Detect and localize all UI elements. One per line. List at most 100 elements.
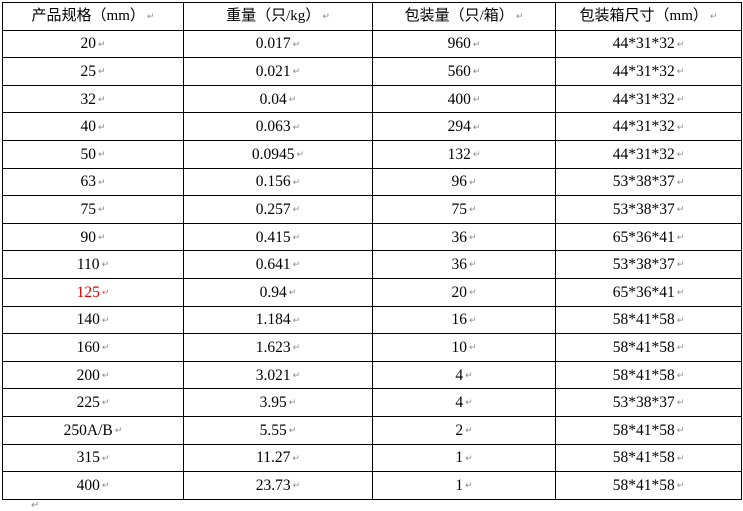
paragraph-mark-icon: ↵ (472, 150, 481, 161)
cell-value: 44*31*32 (612, 145, 675, 163)
paragraph-mark-icon: ↵ (676, 94, 685, 105)
cell-value: 20 (451, 283, 467, 301)
table-cell-spec: 75 ↵ (2, 195, 184, 224)
table-cell-qty: 96 ↵ (372, 167, 556, 197)
table-row: 50 ↵ 0.0945 ↵ 132 ↵ 44*31*32 ↵ (2, 139, 742, 169)
cell-value: 1.623 (255, 339, 291, 357)
paragraph-mark-icon: ↵ (296, 150, 305, 161)
paragraph-mark-icon: ↵ (292, 177, 301, 188)
paragraph-mark-icon: ↵ (146, 11, 155, 22)
cell-value: 65*36*41 (612, 283, 675, 301)
header-label: 包装量（只/箱） (404, 7, 514, 24)
cell-value: 125 (76, 283, 100, 301)
cell-value: 132 (447, 145, 471, 163)
header-packing-qty: 包装量（只/箱） ↵ (372, 2, 556, 31)
paragraph-mark-icon: ↵ (472, 67, 481, 78)
paragraph-mark-icon: ↵ (322, 11, 330, 22)
paragraph-mark-icon: ↵ (468, 205, 477, 216)
cell-value: 140 (76, 311, 100, 329)
table-row: 160 ↵ 1.623 ↵ 10 ↵ 58*41*58 ↵ (2, 333, 742, 362)
table-cell-weight: 0.017 ↵ (183, 29, 373, 59)
cell-value: 53*38*37 (612, 394, 675, 412)
table-cell-qty: 560 ↵ (372, 57, 556, 86)
table-row: 90 ↵ 0.415 ↵ 36 ↵ 65*36*41 ↵ (2, 222, 742, 252)
cell-value: 110 (76, 256, 100, 274)
paragraph-mark-icon: ↵ (288, 94, 297, 105)
table-cell-qty: 2 ↵ (372, 415, 556, 445)
paragraph-mark-icon: ↵ (468, 232, 477, 243)
product-spec-table: 产品规格（mm） ↵ 重量（只/kg） ↵ 包装量（只/箱） ↵ 包装箱尺寸（mm） ↵… (2, 2, 742, 500)
table-cell-box: 44*31*32 ↵ (555, 112, 742, 141)
table-cell-box: 58*41*58 ↵ (555, 415, 742, 445)
cell-value: 1 (455, 476, 464, 494)
paragraph-mark-icon: ↵ (292, 39, 301, 50)
paragraph-mark-icon: ↵ (292, 315, 301, 326)
paragraph-mark-icon: ↵ (676, 343, 685, 354)
table-cell-spec: 25 ↵ (2, 57, 184, 86)
paragraph-mark-icon: ↵ (676, 288, 685, 299)
cell-value: 4 (455, 394, 464, 412)
paragraph-mark-icon: ↵ (472, 94, 481, 105)
table-cell-box: 44*31*32 ↵ (555, 57, 742, 86)
table-cell-qty: 1 ↵ (372, 443, 556, 473)
cell-value: 23.73 (255, 476, 291, 494)
paragraph-mark-icon: ↵ (465, 398, 473, 409)
paragraph-mark-icon: ↵ (465, 481, 473, 492)
paragraph-mark-icon: ↵ (676, 232, 685, 243)
paragraph-mark-icon: ↵ (676, 426, 685, 437)
header-label: 包装箱尺寸（mm） (579, 7, 708, 24)
header-product-spec: 产品规格（mm） ↵ (2, 2, 184, 31)
cell-value: 58*41*58 (612, 476, 675, 494)
cell-value: 200 (76, 366, 100, 384)
table-cell-qty: 132 ↵ (372, 139, 556, 169)
paragraph-mark-icon: ↵ (97, 122, 106, 133)
table-row: 250A/B ↵ 5.55 ↵ 2 ↵ 58*41*58 ↵ (2, 415, 742, 445)
paragraph-mark-icon: ↵ (465, 453, 473, 464)
paragraph-mark-icon: ↵ (515, 11, 524, 22)
table-cell-spec: 32 ↵ (2, 84, 184, 114)
cell-value: 44*31*32 (612, 35, 675, 53)
table-body: 20 ↵ 0.017 ↵ 960 ↵ 44*31*32 ↵ 25 ↵ 0.021 ↵ 560 ↵ 44*31… (2, 29, 742, 500)
table-cell-box: 44*31*32 ↵ (555, 139, 742, 169)
cell-value: 53*38*37 (612, 173, 675, 191)
cell-value: 65*36*41 (612, 228, 675, 246)
table-cell-weight: 1.184 ↵ (183, 305, 373, 335)
table-header-row: 产品规格（mm） ↵ 重量（只/kg） ↵ 包装量（只/箱） ↵ 包装箱尺寸（mm） ↵ (2, 2, 742, 31)
paragraph-mark-icon: ↵ (114, 426, 123, 437)
table-cell-weight: 0.94 ↵ (183, 277, 373, 307)
cell-value: 960 (447, 35, 471, 53)
table-row: 315 ↵ 11.27 ↵ 1 ↵ 58*41*58 ↵ (2, 443, 742, 473)
cell-value: 44*31*32 (612, 118, 675, 136)
cell-value: 5.55 (259, 421, 287, 439)
cell-value: 3.021 (255, 366, 291, 384)
paragraph-mark-icon: ↵ (709, 11, 718, 22)
paragraph-mark-icon: ↵ (676, 398, 685, 409)
paragraph-mark-icon: ↵ (288, 426, 297, 437)
paragraph-mark-icon: ↵ (468, 260, 477, 271)
paragraph-mark-icon: ↵ (97, 150, 106, 161)
table-cell-box: 53*38*37 ↵ (555, 250, 742, 279)
table-cell-qty: 4 ↵ (372, 388, 556, 417)
paragraph-mark-icon: ↵ (288, 398, 297, 409)
table-cell-box: 58*41*58 ↵ (555, 305, 742, 335)
cell-value: 4 (455, 366, 464, 384)
table-row: 40 ↵ 0.063 ↵ 294 ↵ 44*31*32 ↵ (2, 112, 742, 141)
cell-value: 400 (76, 476, 100, 494)
cell-value: 160 (76, 339, 100, 357)
table-row: 20 ↵ 0.017 ↵ 960 ↵ 44*31*32 ↵ (2, 29, 742, 59)
table-cell-spec: 63 ↵ (2, 167, 184, 197)
table-cell-qty: 75 ↵ (372, 195, 556, 224)
table-cell-spec: 50 ↵ (2, 139, 184, 169)
cell-value: 1.184 (255, 311, 291, 329)
cell-value: 25 (80, 63, 96, 81)
cell-value: 75 (451, 201, 467, 219)
paragraph-mark-icon: ↵ (472, 122, 481, 133)
paragraph-mark-icon: ↵ (676, 67, 685, 78)
table-cell-weight: 23.73 ↵ (183, 471, 373, 500)
paragraph-mark-icon: ↵ (292, 343, 301, 354)
table-cell-qty: 400 ↵ (372, 84, 556, 114)
table-cell-weight: 0.415 ↵ (183, 222, 373, 252)
table-row: 400 ↵ 23.73 ↵ 1 ↵ 58*41*58 ↵ (2, 471, 742, 500)
table-cell-weight: 3.021 ↵ (183, 360, 373, 390)
table-cell-weight: 0.021 ↵ (183, 57, 373, 86)
